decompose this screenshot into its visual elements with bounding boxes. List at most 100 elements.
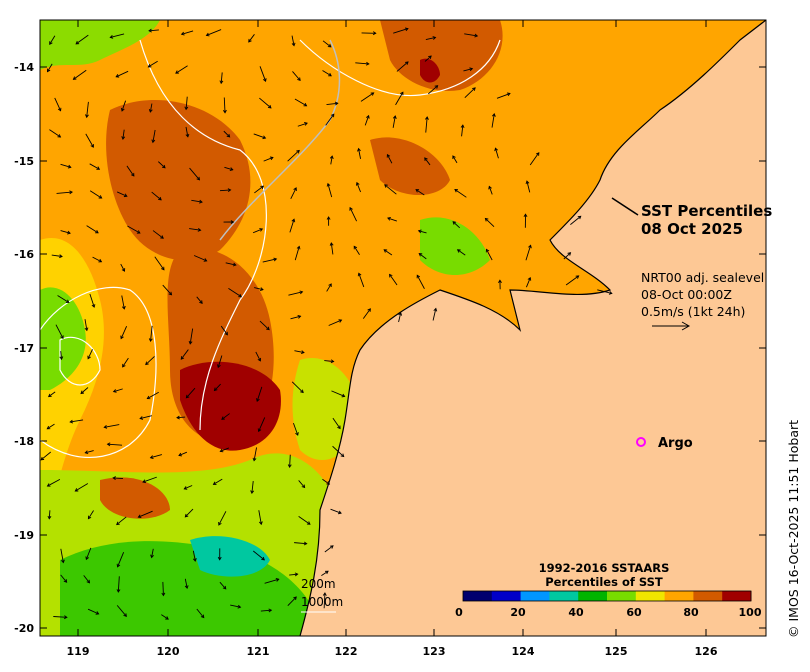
current-vector <box>290 315 301 320</box>
current-vector-head <box>329 545 334 549</box>
current-vector <box>427 85 438 95</box>
current-vector-head <box>418 253 423 257</box>
current-vector <box>86 101 89 118</box>
current-vector <box>328 319 342 326</box>
current-vector <box>396 61 409 72</box>
current-vector-head <box>299 290 304 295</box>
current-vector <box>184 485 193 490</box>
current-vector-head <box>149 455 154 459</box>
current-vector <box>142 476 157 483</box>
current-vector-head <box>98 195 103 199</box>
sst-darkorange-mid <box>370 137 450 195</box>
current-vector <box>73 69 87 80</box>
current-vector <box>87 349 93 359</box>
current-vector-head <box>389 273 393 278</box>
current-vector-head <box>268 608 273 613</box>
current-vector <box>393 28 409 34</box>
current-vector <box>223 130 230 138</box>
current-vector-head <box>384 184 388 188</box>
current-vector <box>324 545 334 553</box>
current-vector-head <box>168 291 173 296</box>
current-vector-head <box>424 157 428 162</box>
current-vector-head <box>372 31 377 36</box>
current-vector-head <box>148 28 152 33</box>
current-vector <box>85 547 92 560</box>
current-info-line1: NRT00 adj. sealevel <box>641 270 764 285</box>
current-vector <box>189 328 194 344</box>
current-vector-head <box>116 589 121 593</box>
current-vector-head <box>115 74 120 78</box>
current-vector-head <box>197 227 202 232</box>
current-vector <box>191 199 203 203</box>
current-vector <box>116 605 127 617</box>
current-vector-head <box>303 102 308 107</box>
lat-label: -17 <box>14 342 34 355</box>
current-vector <box>597 289 612 294</box>
current-vector-head <box>259 228 264 232</box>
current-vector <box>291 381 304 393</box>
current-vector-head <box>258 521 263 526</box>
current-vector <box>184 508 194 518</box>
current-vector-head <box>200 614 205 619</box>
current-vector <box>330 155 333 165</box>
current-vector <box>121 100 127 112</box>
current-vector-head <box>417 229 422 234</box>
current-vector-head <box>188 340 193 345</box>
current-vector <box>189 167 200 181</box>
current-vector-head <box>217 364 221 369</box>
current-vector-head <box>224 331 228 336</box>
current-vector-head <box>485 248 490 253</box>
current-vector-head <box>136 230 141 234</box>
sst-teal-south <box>190 536 270 577</box>
current-vector <box>75 34 89 45</box>
current-vector <box>60 548 64 563</box>
colorbar-cell <box>578 591 608 601</box>
current-vector <box>176 416 186 419</box>
colorbar-title-line1: 1992-2016 SSTAARS <box>539 561 670 575</box>
current-vector <box>288 291 303 296</box>
current-vector <box>294 542 307 545</box>
current-vector-head <box>257 357 262 362</box>
current-vector-head <box>366 114 370 119</box>
colorbar-cell <box>607 591 637 601</box>
current-vector-head <box>291 218 296 223</box>
lon-label: 124 <box>512 645 535 658</box>
current-vector-head <box>120 335 124 340</box>
current-vector-head <box>60 335 64 340</box>
current-vector <box>392 115 396 128</box>
current-vector-head <box>296 149 300 154</box>
current-vector <box>85 133 94 148</box>
current-vector-head <box>226 133 231 138</box>
current-vector <box>253 133 266 139</box>
current-vector-head <box>218 521 222 526</box>
current-vector <box>254 287 264 291</box>
current-vector <box>87 608 99 615</box>
current-vector-head <box>137 514 142 519</box>
current-vector <box>415 189 425 196</box>
current-vector-head <box>121 268 126 272</box>
current-vector <box>255 351 261 362</box>
current-vector <box>491 113 495 128</box>
current-vector <box>326 102 338 106</box>
current-vector-head <box>49 41 53 45</box>
sst-red-north <box>420 58 440 83</box>
current-vector <box>293 422 299 436</box>
current-vector-head <box>295 432 299 436</box>
current-vector <box>289 219 295 233</box>
colorbar-cell <box>463 591 493 601</box>
current-vector <box>259 97 272 109</box>
current-vector <box>526 181 531 193</box>
contour-1000m <box>40 286 157 459</box>
current-vector <box>218 511 227 526</box>
current-vector-head <box>287 464 292 469</box>
current-vector-head <box>474 33 479 38</box>
current-vector-head <box>452 221 457 225</box>
current-vector <box>48 510 51 519</box>
current-vector <box>84 319 88 331</box>
current-vector-head <box>151 139 156 144</box>
current-vector <box>57 295 70 303</box>
current-vector-head <box>330 359 335 364</box>
current-vector <box>291 35 295 46</box>
current-vector-head <box>398 311 403 316</box>
current-vector <box>529 152 540 166</box>
